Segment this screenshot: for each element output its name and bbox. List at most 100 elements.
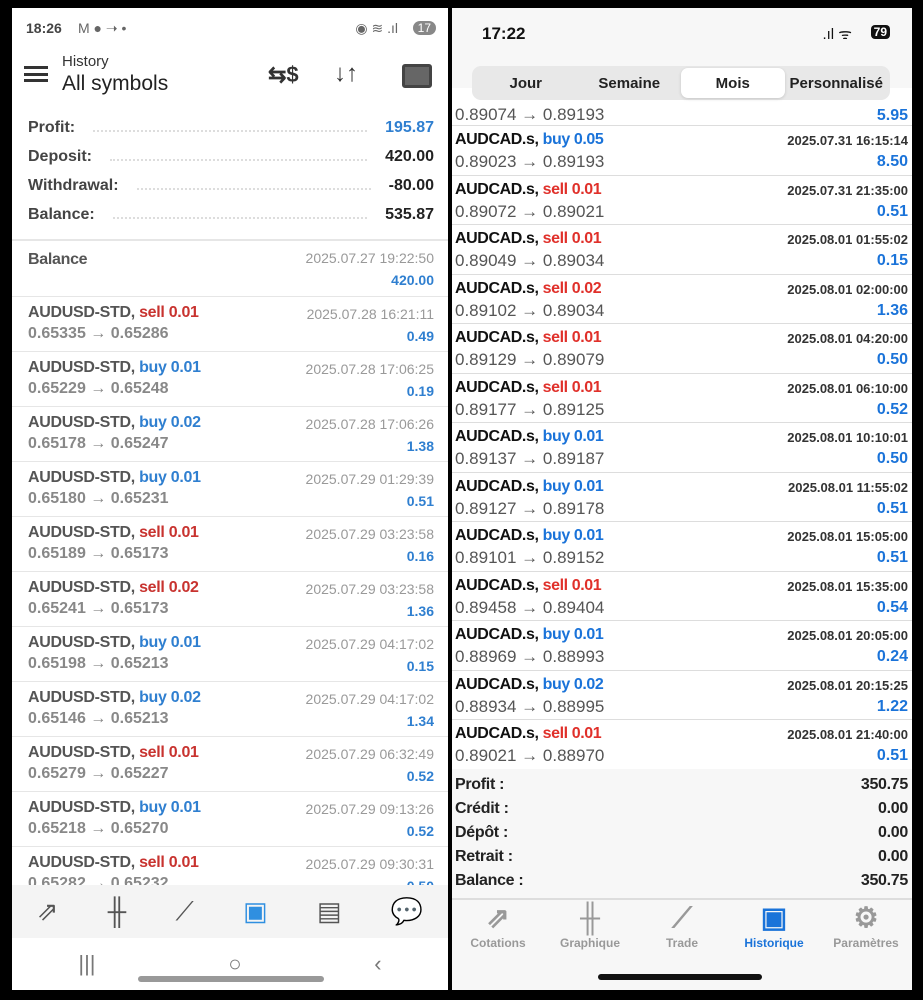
summary-value: 420.00 bbox=[385, 148, 434, 165]
dot-leader bbox=[93, 124, 368, 132]
notification-icons: M ● ➝ • bbox=[78, 20, 127, 36]
trade-date: 2025.08.01 10:10:01 bbox=[787, 430, 908, 445]
trade-prices: 0.89101 → 0.89152 bbox=[455, 548, 605, 567]
tab-historique[interactable]: ▣ Historique bbox=[729, 900, 819, 962]
trade-date: 2025.08.01 20:15:25 bbox=[787, 677, 908, 693]
quotes-icon: ⇗ bbox=[486, 902, 510, 933]
trade-date: 2025.07.31 16:15:14 bbox=[787, 133, 908, 148]
home-icon[interactable]: ○ bbox=[228, 951, 242, 976]
recents-icon[interactable]: ||| bbox=[78, 951, 96, 976]
trade-row[interactable]: AUDCAD.s, buy 0.05 0.89023 → 0.89193 2025.… bbox=[452, 125, 912, 175]
calendar-icon[interactable] bbox=[402, 64, 432, 88]
trade-row[interactable]: AUDUSD-STD, buy 0.01 0.65198 → 0.65213 202… bbox=[12, 626, 448, 681]
chat-icon[interactable]: 💬 bbox=[390, 896, 424, 926]
menu-icon[interactable] bbox=[24, 66, 48, 82]
symbol: AUDUSD-STD, bbox=[28, 854, 135, 871]
trade-row[interactable]: AUDCAD.s, sell 0.01 0.89177 → 0.89125 2025… bbox=[452, 372, 912, 422]
trade-row[interactable]: AUDUSD-STD, sell 0.01 0.65279 → 0.65227 20… bbox=[12, 736, 448, 791]
tab-graphique[interactable]: ╫ Graphique bbox=[545, 900, 635, 962]
summary-value: 195.87 bbox=[385, 119, 434, 136]
signal-wifi-icon: ◉ ≋ .ıl bbox=[355, 20, 398, 36]
entry-date: 2025.07.27 19:22:50 bbox=[305, 250, 434, 266]
tab-semaine[interactable]: Semaine bbox=[598, 74, 661, 92]
trade-side: buy 0.01 bbox=[139, 469, 201, 486]
symbol: AUDCAD.s, bbox=[455, 675, 539, 693]
summary-label: Deposit: bbox=[28, 148, 92, 165]
balance-entry[interactable]: Balance 2025.07.27 19:22:50 420.00 bbox=[12, 239, 448, 296]
trade-row[interactable]: AUDCAD.s, buy 0.02 0.88934 → 0.88995 2025.… bbox=[452, 669, 912, 719]
currency-exchange-icon[interactable]: ⇆$ bbox=[268, 62, 299, 87]
trade-symbol: AUDUSD-STD, sell 0.01 bbox=[28, 304, 199, 322]
symbol: AUDUSD-STD, bbox=[28, 799, 135, 816]
trade-row[interactable]: AUDCAD.s, sell 0.01 0.89049 → 0.89034 2025… bbox=[452, 224, 912, 274]
trade-row[interactable]: AUDUSD-STD, buy 0.01 0.65229 → 0.65248 202… bbox=[12, 351, 448, 406]
trade-side: sell 0.02 bbox=[139, 579, 199, 596]
trade-date: 2025.07.29 09:30:31 bbox=[305, 856, 434, 872]
news-icon[interactable]: ▤ bbox=[316, 896, 342, 926]
trade-row[interactable]: AUDUSD-STD, buy 0.01 0.65180 → 0.65231 202… bbox=[12, 461, 448, 516]
chart-icon[interactable]: ╫ bbox=[107, 896, 127, 926]
trade-row[interactable]: AUDCAD.s, sell 0.02 0.89102 → 0.89034 2025… bbox=[452, 273, 912, 323]
trade-row[interactable]: AUDCAD.s, sell 0.01 0.89072 → 0.89021 2025… bbox=[452, 174, 912, 224]
trade-side: sell 0.01 bbox=[542, 378, 602, 396]
trade-row[interactable]: AUDUSD-STD, sell 0.01 0.65189 → 0.65173 20… bbox=[12, 516, 448, 571]
summary-row: Balance : 350.75 bbox=[455, 872, 908, 896]
back-icon[interactable]: ‹ bbox=[374, 951, 382, 976]
trade-row[interactable]: AUDUSD-STD, buy 0.02 0.65178 → 0.65247 202… bbox=[12, 406, 448, 461]
summary-value: 350.75 bbox=[860, 776, 908, 793]
symbol: AUDUSD-STD, bbox=[28, 414, 135, 431]
trade-row[interactable]: AUDCAD.s, sell 0.01 0.89458 → 0.89404 2025… bbox=[452, 570, 912, 620]
battery-icon: 79 bbox=[870, 25, 890, 39]
trade-symbol: AUDCAD.s, sell 0.01 bbox=[455, 329, 602, 347]
tab-personnalisé[interactable]: Personnalisé bbox=[789, 74, 883, 92]
trade-side: buy 0.01 bbox=[542, 527, 604, 544]
trade-symbol: AUDCAD.s, sell 0.01 bbox=[455, 180, 602, 199]
history-icon: ▣ bbox=[760, 902, 788, 933]
quotes-icon[interactable]: ⇗ bbox=[36, 896, 59, 926]
trade-side: sell 0.01 bbox=[139, 304, 199, 321]
trade-row[interactable]: AUDUSD-STD, sell 0.01 0.65335 → 0.65286 20… bbox=[12, 296, 448, 351]
trade-side: buy 0.02 bbox=[139, 414, 201, 431]
tab-cotations[interactable]: ⇗ Cotations bbox=[453, 900, 543, 962]
trade-symbol: AUDUSD-STD, buy 0.01 bbox=[28, 634, 201, 652]
trade-row[interactable]: AUDUSD-STD, sell 0.02 0.65241 → 0.65173 20… bbox=[12, 571, 448, 626]
tab-paramètres[interactable]: ⚙ Paramètres bbox=[821, 900, 911, 962]
trade-icon: ⟋ bbox=[672, 902, 692, 933]
trade-prices: 0.89102 → 0.89034 bbox=[455, 300, 605, 320]
trade-row[interactable]: AUDCAD.s, buy 0.01 0.89137 → 0.89187 2025.… bbox=[452, 422, 912, 472]
trade-row[interactable]: AUDUSD-STD, buy 0.01 0.65218 → 0.65270 202… bbox=[12, 791, 448, 846]
trade-profit: 0.52 bbox=[406, 768, 434, 784]
trade-row[interactable]: AUDCAD.s, sell 0.01 0.89129 → 0.89079 2025… bbox=[452, 323, 912, 373]
symbol: AUDUSD-STD, bbox=[28, 634, 135, 651]
history-icon[interactable]: ▣ bbox=[243, 896, 268, 926]
sort-icon[interactable]: ↓↑ bbox=[334, 60, 358, 87]
trade-side: buy 0.02 bbox=[139, 689, 201, 706]
tab-mois[interactable]: Mois bbox=[681, 68, 785, 98]
tab-label: Cotations bbox=[470, 936, 526, 950]
symbol: AUDUSD-STD, bbox=[28, 744, 135, 761]
trade-row[interactable]: AUDCAD.s, sell 0.01 0.89021 → 0.88970 2025… bbox=[452, 719, 912, 769]
trade-prices: 0.65218 → 0.65270 bbox=[28, 820, 169, 837]
trade-date: 2025.08.01 11:55:02 bbox=[788, 479, 908, 495]
trade-icon[interactable]: ⟋ bbox=[175, 895, 194, 926]
trade-profit: 0.52 bbox=[406, 823, 434, 839]
trade-side: buy 0.01 bbox=[542, 626, 604, 643]
trade-date: 2025.07.29 04:17:02 bbox=[305, 691, 434, 707]
summary-row: Withdrawal: -80.00 bbox=[28, 173, 434, 199]
trade-profit: 0.50 bbox=[876, 351, 908, 368]
trade-row[interactable]: AUDUSD-STD, buy 0.02 0.65146 → 0.65213 202… bbox=[12, 681, 448, 736]
trade-profit: 0.51 bbox=[406, 493, 434, 509]
trade-prices: 0.89127 → 0.89178 bbox=[455, 498, 605, 518]
trade-symbol: AUDCAD.s, buy 0.01 bbox=[455, 428, 604, 446]
tab-jour[interactable]: Jour bbox=[509, 74, 542, 92]
trade-row[interactable]: AUDCAD.s, buy 0.01 0.89127 → 0.89178 2025.… bbox=[452, 471, 912, 521]
trade-side: sell 0.01 bbox=[542, 180, 602, 198]
summary-value: 0.00 bbox=[878, 848, 908, 865]
trade-side: sell 0.01 bbox=[139, 524, 199, 541]
trade-row[interactable]: AUDCAD.s, buy 0.01 0.88969 → 0.88993 2025.… bbox=[452, 620, 912, 670]
trade-date: 2025.08.01 15:35:00 bbox=[787, 578, 908, 594]
tab-trade[interactable]: ⟋ Trade bbox=[637, 900, 727, 962]
trade-row[interactable]: AUDCAD.s, buy 0.01 0.89101 → 0.89152 2025.… bbox=[452, 521, 912, 571]
trade-prices: 0.89023 → 0.89193 bbox=[455, 152, 605, 171]
trade-prices: 0.65279 → 0.65227 bbox=[28, 765, 169, 782]
